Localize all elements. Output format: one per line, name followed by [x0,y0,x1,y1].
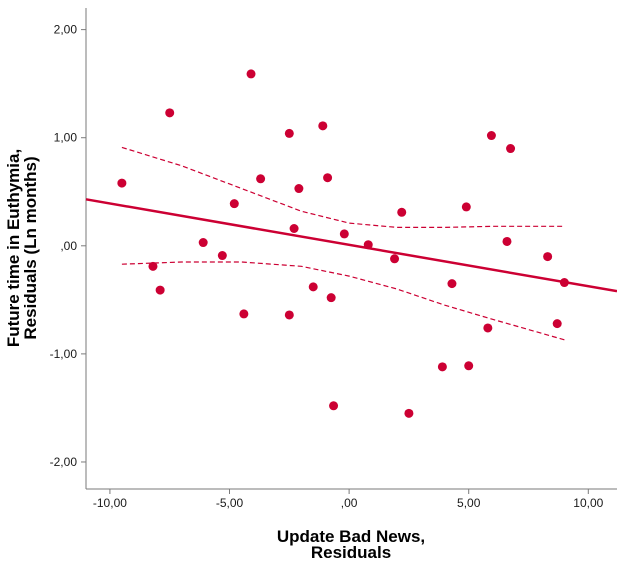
data-point [483,323,493,333]
data-point [229,199,239,209]
data-point [447,279,457,289]
data-point [552,319,562,329]
data-point [318,121,328,131]
data-point [246,69,256,79]
x-tick-label: ,00 [341,496,358,510]
data-point [461,202,471,212]
data-point [117,178,127,188]
x-axis-title-line-2: Residuals [311,543,391,561]
data-point [506,144,516,154]
data-point [155,285,165,295]
data-point [559,278,569,288]
x-axis-title-line-1: Update Bad News, [277,527,425,546]
y-tick-label: 2,00 [54,23,78,37]
data-point [148,261,158,271]
data-point [397,207,407,217]
y-tick-label: -1,00 [50,347,78,361]
x-tick-label: -5,00 [216,496,244,510]
data-point [437,362,447,372]
data-point [464,361,474,371]
data-point [502,236,512,246]
data-point [284,128,294,138]
data-point [323,173,333,183]
x-tick-label: 5,00 [457,496,481,510]
fit-line [85,198,617,293]
fit-line-group [85,198,617,293]
data-point [326,293,336,303]
data-point [404,408,414,418]
data-point [217,251,227,261]
data-point [486,131,496,141]
y-axis-title-line-2: Residuals (Ln months) [21,156,40,339]
plot-area [86,8,617,489]
data-point [165,108,175,118]
data-point [289,224,299,234]
data-point [284,310,294,320]
data-point [256,174,266,184]
ci-lower-line [121,261,565,341]
x-axis-ticks: -10,00 -5,00 ,00 5,00 10,00 [93,489,604,510]
y-axis-ticks: 2,00 1,00 ,00 -1,00 -2,00 [50,23,86,469]
data-point [308,282,318,292]
data-point [329,401,339,411]
data-point [363,240,373,250]
x-tick-label: -10,00 [93,496,127,510]
x-tick-label: 10,00 [573,496,603,510]
y-tick-label: ,00 [60,239,77,253]
data-point [198,238,208,248]
data-point [239,309,249,319]
data-point [339,229,349,239]
data-points [117,69,569,418]
y-tick-label: -2,00 [50,455,78,469]
y-tick-label: 1,00 [54,131,78,145]
y-axis-title-line-1: Future time in Euthymia, [4,149,23,347]
ci-upper-line [121,146,565,228]
data-point [390,254,400,264]
data-point [294,184,304,194]
confidence-band [121,146,565,341]
data-point [543,252,553,262]
